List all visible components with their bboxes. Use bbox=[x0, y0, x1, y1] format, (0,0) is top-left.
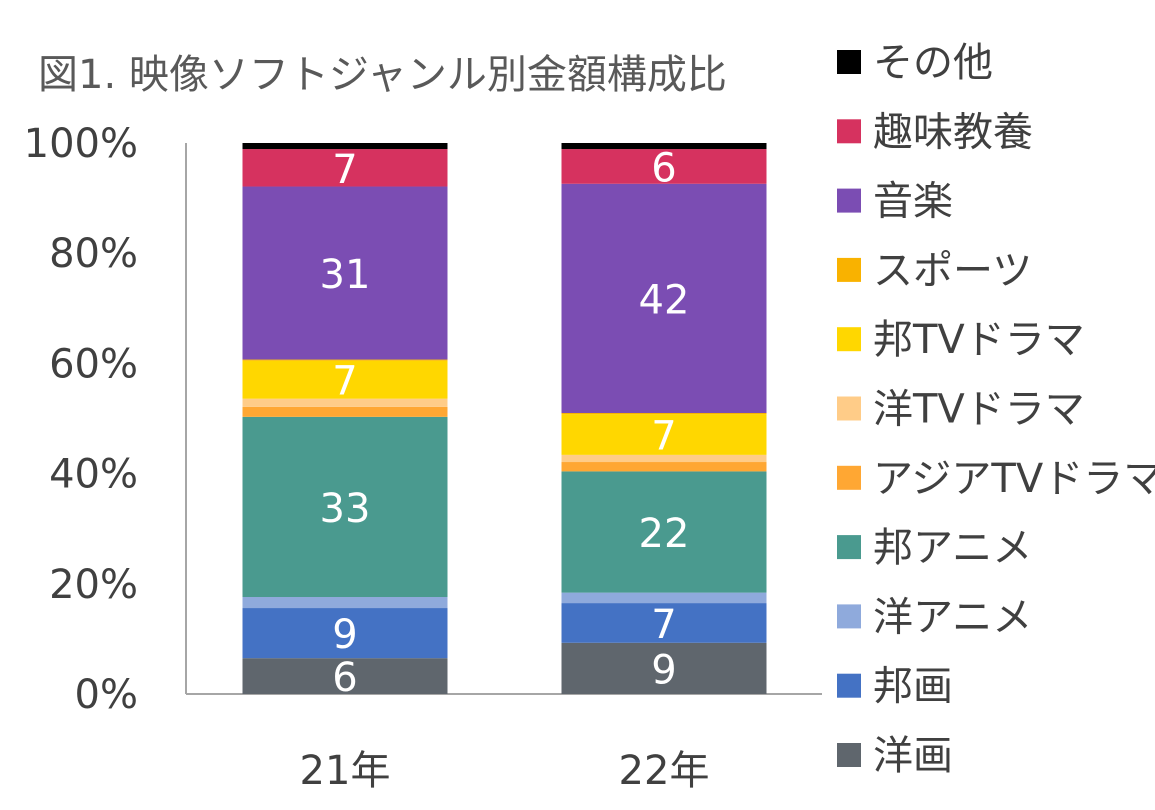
bar-segment bbox=[561, 454, 767, 463]
legend-swatch bbox=[837, 743, 861, 767]
x-category-label: 21年 bbox=[300, 748, 391, 794]
data-label: 9 bbox=[332, 612, 357, 658]
legend-label: 趣味教養 bbox=[873, 109, 1033, 155]
bar-segment bbox=[561, 642, 767, 694]
data-label: 31 bbox=[320, 252, 371, 298]
data-label: 33 bbox=[320, 486, 371, 532]
legend-label: 邦アニメ bbox=[873, 525, 1032, 571]
bar-segment bbox=[242, 360, 448, 399]
legend-label: 洋画 bbox=[873, 733, 953, 779]
bar-segment bbox=[561, 592, 767, 604]
data-label: 42 bbox=[639, 277, 690, 323]
legend-swatch bbox=[837, 673, 861, 698]
legend-label: 邦TVドラマ bbox=[873, 317, 1085, 363]
data-label: 7 bbox=[651, 413, 676, 459]
y-tick-label: 40% bbox=[49, 452, 138, 498]
legend-label: アジアTVドラマ bbox=[873, 456, 1155, 502]
bar-segment bbox=[242, 143, 448, 150]
y-tick-label: 100% bbox=[24, 121, 138, 167]
bar-segment bbox=[242, 406, 448, 417]
data-label: 7 bbox=[332, 147, 357, 193]
bar-segment bbox=[561, 471, 767, 593]
legend-swatch bbox=[837, 604, 861, 629]
bar-segment bbox=[561, 143, 767, 150]
bar-segment bbox=[561, 603, 767, 643]
bar-segment bbox=[242, 398, 448, 407]
data-label: 6 bbox=[332, 655, 357, 701]
y-tick-label: 60% bbox=[49, 341, 138, 387]
legend-label: 音楽 bbox=[873, 179, 953, 225]
legend-label: 洋TVドラマ bbox=[873, 387, 1085, 433]
legend-label: 邦画 bbox=[873, 664, 953, 710]
bar-segment bbox=[561, 149, 767, 184]
legend-swatch bbox=[837, 465, 861, 490]
data-label: 22 bbox=[639, 511, 690, 557]
legend-label: 洋アニメ bbox=[873, 594, 1032, 640]
data-label: 6 bbox=[651, 145, 676, 191]
data-label: 7 bbox=[651, 602, 676, 648]
y-tick-label: 20% bbox=[49, 562, 138, 608]
bar-segment bbox=[242, 359, 448, 361]
bar-segment bbox=[242, 658, 448, 694]
legend-swatch bbox=[837, 327, 861, 352]
y-tick-label: 0% bbox=[75, 672, 138, 718]
legend: その他趣味教養音楽スポーツ邦TVドラマ洋TVドラマアジアTVドラマ邦アニメ洋アニ… bbox=[837, 40, 1155, 779]
bar-segment bbox=[561, 183, 767, 413]
bar-segment bbox=[242, 608, 448, 659]
bar-segment bbox=[561, 414, 767, 455]
legend-swatch bbox=[837, 50, 861, 74]
bar-segment bbox=[242, 149, 448, 187]
data-label: 9 bbox=[651, 647, 676, 693]
legend-swatch bbox=[837, 119, 861, 144]
bar-segment bbox=[561, 412, 767, 415]
y-tick-label: 80% bbox=[49, 231, 138, 277]
legend-label: スポーツ bbox=[873, 248, 1032, 294]
legend-label: その他 bbox=[873, 40, 993, 86]
legend-swatch bbox=[837, 535, 861, 560]
x-category-label: 22年 bbox=[619, 748, 710, 794]
bar-segment bbox=[242, 597, 448, 609]
legend-swatch bbox=[837, 257, 861, 282]
bar-segment bbox=[561, 462, 767, 472]
bar-segment bbox=[242, 186, 448, 360]
legend-swatch bbox=[837, 396, 861, 421]
bar-segment bbox=[242, 416, 448, 598]
chart-title: 図1. 映像ソフトジャンル別金額構成比 bbox=[38, 52, 727, 98]
data-label: 7 bbox=[332, 359, 357, 405]
legend-swatch bbox=[837, 188, 861, 213]
